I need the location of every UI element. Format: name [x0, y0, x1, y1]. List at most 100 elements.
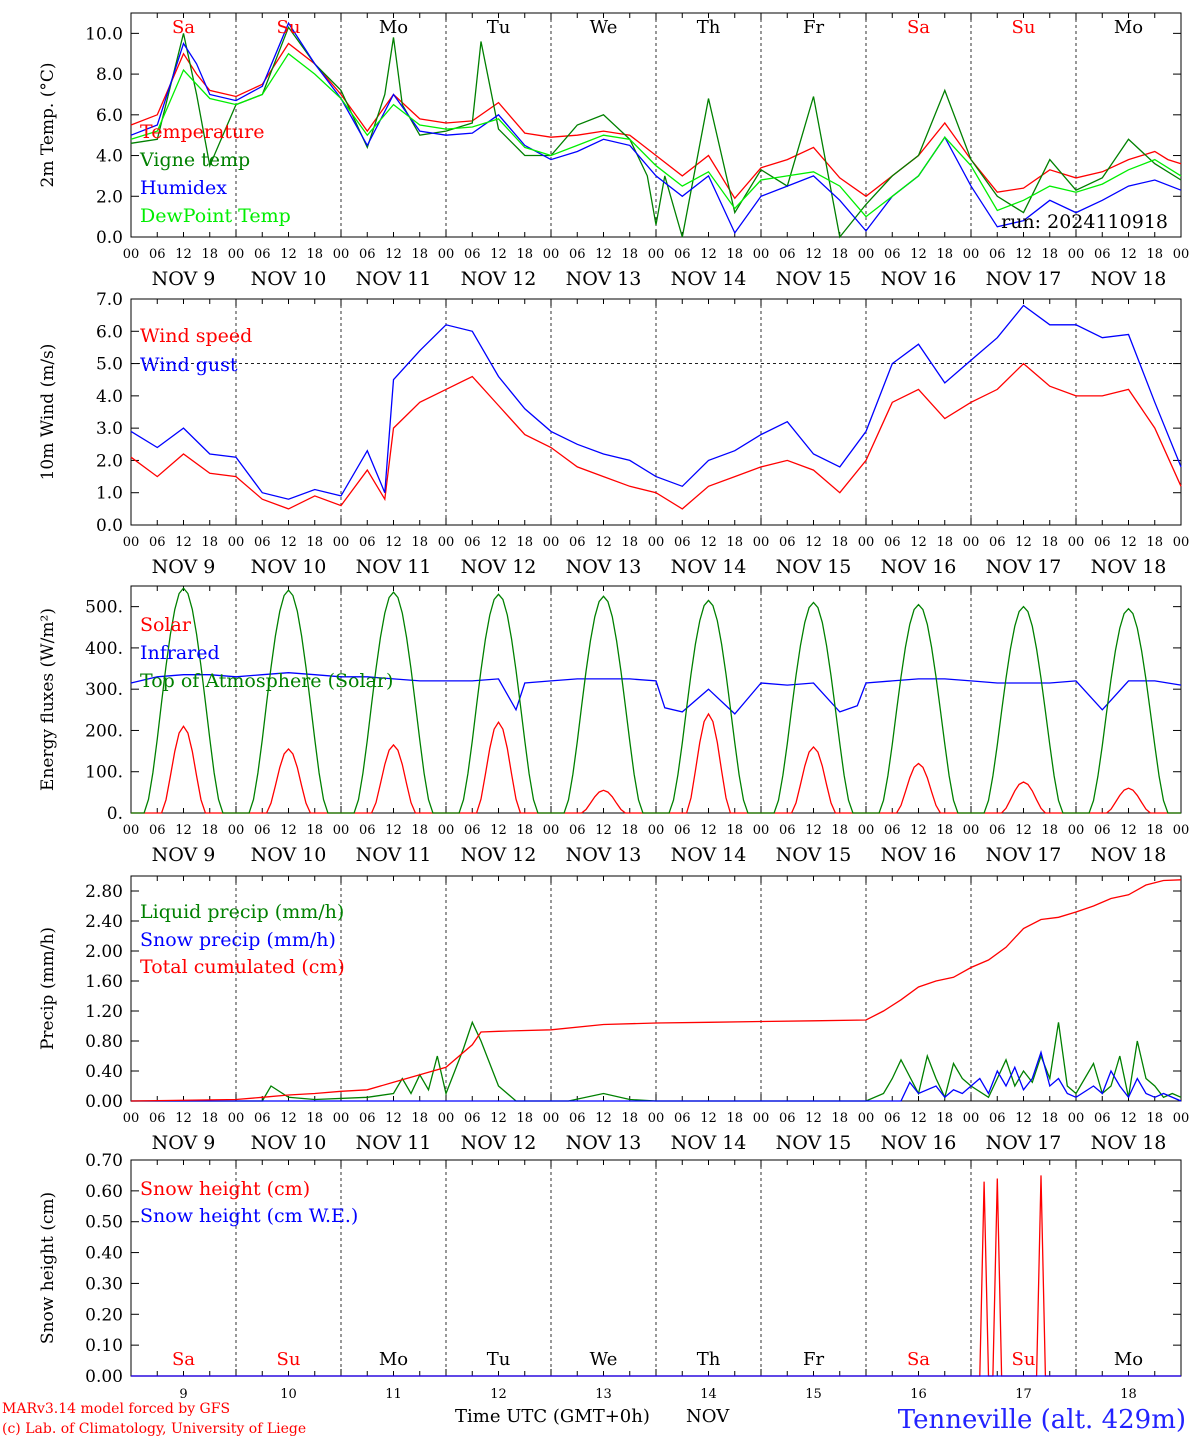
legend-entry: Humidex: [140, 177, 227, 199]
hour-tick-label: 06: [674, 247, 691, 262]
model-credit: MARv3.14 model forced by GFS: [2, 1401, 230, 1417]
y-tick-label: 400.: [85, 639, 123, 659]
date-label: NOV 10: [251, 1132, 327, 1154]
hour-tick-label: 06: [1094, 247, 1111, 262]
y-tick-label: 0.: [107, 804, 123, 824]
hour-tick-label: 12: [175, 1111, 192, 1126]
y-tick-label: 7.0: [96, 290, 123, 310]
panel-4: 0.00 0.40 0.80 1.20 1.60 2.00 2.40 2.80 Precip (…: [38, 875, 1189, 1154]
hour-tick-label: 00: [438, 823, 455, 838]
legend-entry: Snow height (cm): [140, 1178, 310, 1200]
hour-tick-label: 18: [201, 535, 218, 550]
series-line-snow-height-cm: [131, 1175, 1181, 1377]
date-label: NOV 9: [152, 268, 216, 290]
hour-tick-label: 18: [411, 823, 428, 838]
y-tick-label: 1.60: [85, 972, 123, 992]
hour-tick-label: 00: [543, 1111, 560, 1126]
hour-tick-label: 18: [936, 823, 953, 838]
hour-tick-label: 12: [385, 1111, 402, 1126]
legend-entry: Snow precip (mm/h): [140, 929, 336, 951]
hour-tick-label: 18: [1146, 1111, 1163, 1126]
hour-tick-label: 06: [254, 247, 271, 262]
hour-tick-label: 18: [516, 823, 533, 838]
hour-tick-label: 18: [516, 1111, 533, 1126]
hour-tick-label: 18: [306, 535, 323, 550]
y-tick-label: 1.20: [85, 1002, 123, 1022]
hour-tick-label: 06: [989, 535, 1006, 550]
hour-tick-label: 00: [1068, 247, 1085, 262]
date-label: NOV 11: [356, 844, 432, 866]
date-label: NOV 18: [1091, 844, 1167, 866]
weekday-label: Sa: [907, 17, 930, 38]
legend-entry: DewPoint Temp: [140, 205, 291, 227]
hour-tick-label: 00: [1068, 535, 1085, 550]
run-annotation: run: 2024110918: [1001, 211, 1168, 233]
hour-tick-label: 06: [779, 1111, 796, 1126]
day-number-label: 16: [910, 1387, 927, 1402]
series-line-humidex: [130, 21, 1182, 235]
legend-entry: Snow height (cm W.E.): [140, 1205, 358, 1227]
hour-tick-label: 12: [490, 535, 507, 550]
hour-tick-label: 18: [726, 247, 743, 262]
hour-tick-label: 06: [569, 535, 586, 550]
legend-entry: Total cumulated (cm): [140, 956, 345, 978]
hour-tick-label: 12: [280, 247, 297, 262]
hour-tick-label: 00: [1068, 1111, 1085, 1126]
date-label: NOV 12: [461, 844, 537, 866]
date-label: NOV 9: [152, 556, 216, 578]
hour-tick-label: 06: [254, 1111, 271, 1126]
hour-tick-label: 12: [910, 823, 927, 838]
y-tick-label: 4.0: [96, 387, 123, 407]
hour-tick-label: 00: [123, 823, 140, 838]
y-tick-label: 0.00: [85, 1092, 123, 1112]
hour-tick-label: 18: [726, 535, 743, 550]
hour-tick-label: 18: [1146, 823, 1163, 838]
day-number-label: 17: [1015, 1387, 1032, 1402]
day-number-label: 10: [280, 1387, 297, 1402]
y-tick-label: 0.40: [85, 1062, 123, 1082]
hour-tick-label: 12: [175, 535, 192, 550]
hour-tick-label: 12: [910, 247, 927, 262]
hour-tick-label: 06: [884, 535, 901, 550]
hour-tick-label: 00: [858, 535, 875, 550]
hour-tick-label: 12: [280, 823, 297, 838]
date-label: NOV 15: [776, 1132, 852, 1154]
series-line-total-cumulated-cm: [130, 879, 1182, 1102]
y-tick-label: 1.0: [96, 484, 123, 504]
y-tick-label: 5.0: [96, 355, 123, 375]
date-label: NOV 10: [251, 844, 327, 866]
hour-tick-label: 18: [621, 535, 638, 550]
date-label: NOV 11: [356, 1132, 432, 1154]
series-line-dewpoint-temp: [130, 52, 1182, 218]
panel-5: 0.00 0.10 0.20 0.30 0.40 0.50 0.60 0.70 Snow hei…: [38, 1151, 1182, 1402]
hour-tick-label: 00: [858, 247, 875, 262]
hour-tick-label: 06: [989, 823, 1006, 838]
hour-tick-label: 00: [333, 1111, 350, 1126]
hour-tick-label: 12: [805, 1111, 822, 1126]
date-label: NOV 15: [776, 844, 852, 866]
plot-frame: [130, 12, 1182, 238]
y-tick-label: 100.: [85, 763, 123, 783]
panel-3: 0. 100. 200. 300. 400. 500. Energy fluxes (W/m…: [38, 585, 1189, 866]
hour-tick-label: 18: [1146, 535, 1163, 550]
y-tick-label: 3.0: [96, 419, 123, 439]
hour-tick-label: 00: [228, 247, 245, 262]
series-line-snow-precip-mm-h: [131, 1050, 1182, 1102]
hour-tick-label: 18: [411, 247, 428, 262]
series-line-infrared: [130, 672, 1182, 715]
y-tick-label: 8.0: [96, 65, 123, 85]
weekday-label: We: [590, 1349, 618, 1370]
hour-tick-label: 18: [201, 247, 218, 262]
hour-tick-label: 12: [910, 535, 927, 550]
hour-tick-label: 18: [936, 535, 953, 550]
date-label: NOV 17: [986, 844, 1062, 866]
hour-tick-label: 06: [989, 1111, 1006, 1126]
hour-tick-label: 00: [438, 247, 455, 262]
date-label: NOV 14: [671, 268, 747, 290]
hour-tick-label: 12: [1120, 823, 1137, 838]
hour-tick-label: 06: [674, 1111, 691, 1126]
hour-tick-label: 12: [280, 535, 297, 550]
y-tick-label: 0.40: [85, 1244, 123, 1264]
footer: MARv3.14 model forced by GFS (c) Lab. of…: [2, 1401, 1186, 1437]
legend-entry: Solar: [140, 614, 192, 636]
